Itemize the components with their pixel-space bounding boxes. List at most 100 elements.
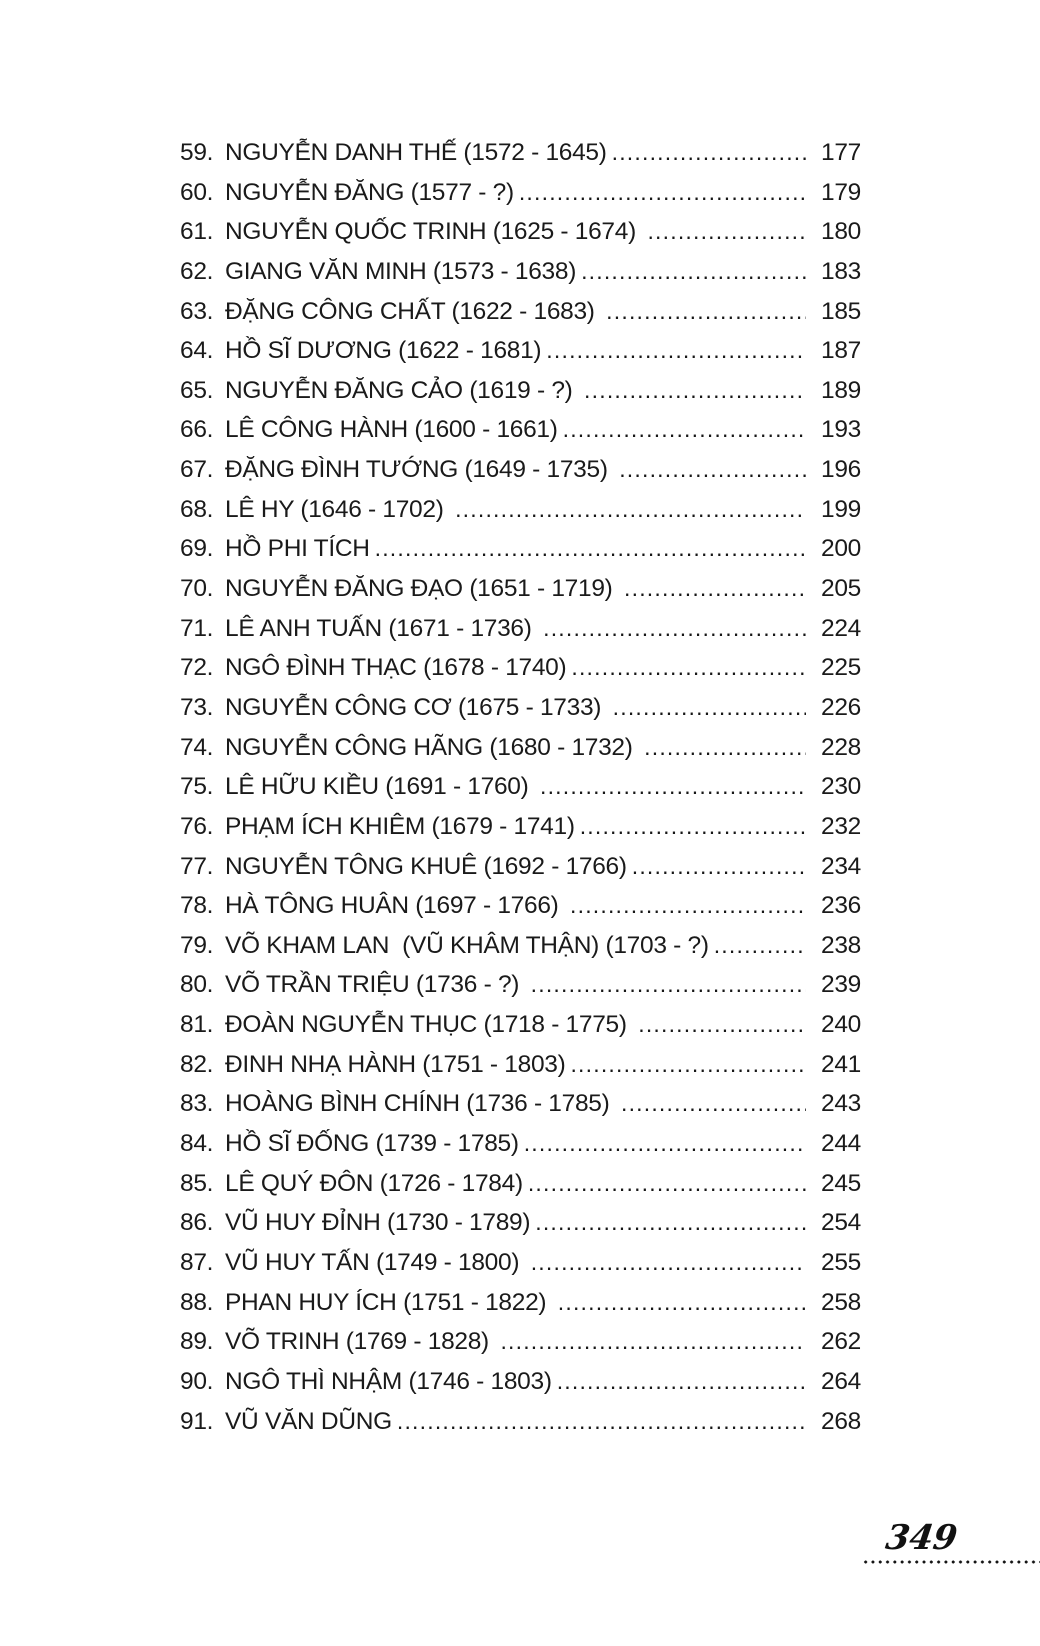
toc-entry: 68. LÊ HY (1646 - 1702) 199 [180, 490, 861, 530]
entry-title: NGUYỄN ĐĂNG (1577 - ?) [225, 178, 514, 206]
dot-leader [570, 886, 806, 926]
entry-number: 82. [180, 1050, 214, 1078]
entry-title: HỒ SĨ ĐỐNG (1739 - 1785) [225, 1130, 519, 1158]
entry-page-number: 187 [821, 337, 861, 365]
entry-title: NGUYỄN TÔNG KHUÊ (1692 - 1766) [225, 852, 627, 880]
entry-title: NGUYỄN DANH THẾ (1572 - 1645) [225, 139, 607, 166]
entry-title: HỒ SĨ DƯƠNG (1622 - 1681) [225, 337, 542, 365]
dot-leader [558, 1283, 806, 1323]
dot-leader [543, 609, 806, 649]
dot-leader [581, 252, 806, 292]
entry-number: 77. [180, 852, 214, 880]
toc-entry: 70. NGUYỄN ĐĂNG ĐẠO (1651 - 1719) 205 [180, 569, 861, 609]
entry-number: 62. [180, 257, 214, 285]
toc-entry: 83. HOÀNG BÌNH CHÍNH (1736 - 1785) 243 [180, 1084, 861, 1124]
entry-page-number: 262 [821, 1328, 861, 1356]
toc-entry: 79. VÕ KHAM LAN (VŨ KHÂM THẬN) (1703 - ?… [180, 926, 861, 966]
entry-page-number: 185 [821, 297, 861, 325]
entry-title: LÊ HỮU KIỀU (1691 - 1760) [225, 773, 535, 801]
toc-entry: 81. ĐOÀN NGUYỄN THỤC (1718 - 1775) 240 [180, 1005, 861, 1045]
entry-title: NGUYỄN ĐĂNG CẢO (1619 - ?) [225, 376, 580, 404]
entry-page-number: 193 [821, 416, 861, 444]
entry-page-number: 226 [821, 693, 861, 721]
entry-title: LÊ QUÝ ĐÔN (1726 - 1784) [225, 1169, 523, 1197]
entry-title: LÊ CÔNG HÀNH (1600 - 1661) [225, 416, 558, 444]
entry-page-number: 232 [821, 812, 861, 840]
toc-entry: 72. NGÔ ĐÌNH THẠC (1678 - 1740) 225 [180, 648, 861, 688]
entry-number: 80. [180, 971, 214, 999]
entry-title: PHẠM ÍCH KHIÊM (1679 - 1741) [225, 812, 575, 840]
entry-number: 61. [180, 218, 214, 246]
dot-leader [632, 847, 806, 887]
entry-number: 59. [180, 139, 214, 166]
entry-page-number: 243 [821, 1090, 861, 1118]
entry-number: 88. [180, 1288, 214, 1316]
entry-number: 79. [180, 931, 214, 959]
dot-leader [638, 1005, 806, 1045]
entry-page-number: 200 [821, 535, 861, 563]
entry-title: ĐOÀN NGUYỄN THỤC (1718 - 1775) [225, 1011, 634, 1039]
entry-title: VÕ TRINH (1769 - 1828) [225, 1328, 496, 1356]
entry-page-number: 241 [821, 1050, 861, 1078]
entry-number: 76. [180, 812, 214, 840]
entry-page-number: 234 [821, 852, 861, 880]
toc-entry: 74. NGUYỄN CÔNG HÃNG (1680 - 1732) 228 [180, 728, 861, 768]
entry-page-number: 255 [821, 1248, 861, 1276]
entry-title: VÕ KHAM LAN (VŨ KHÂM THẬN) (1703 - ?) [225, 931, 709, 959]
dot-leader [584, 371, 806, 411]
entry-number: 74. [180, 733, 214, 761]
toc-entry: 78. HÀ TÔNG HUÂN (1697 - 1766) 236 [180, 886, 861, 926]
entry-number: 64. [180, 337, 214, 365]
dot-leader [546, 331, 806, 371]
toc-entry: 69. HỒ PHI TÍCH 200 [180, 529, 861, 569]
dot-leader [624, 569, 806, 609]
table-of-contents: 59. NGUYỄN DANH THẾ (1572 - 1645) 177 60… [180, 133, 861, 1441]
entry-title: HÀ TÔNG HUÂN (1697 - 1766) [225, 892, 566, 920]
dot-leader [570, 1045, 806, 1085]
toc-entry: 89. VÕ TRINH (1769 - 1828) 262 [180, 1322, 861, 1362]
entry-page-number: 244 [821, 1130, 861, 1158]
dot-leader [519, 173, 806, 213]
entry-title: ĐẶNG ĐÌNH TƯỚNG (1649 - 1735) [225, 456, 615, 484]
dot-leader [528, 1164, 806, 1204]
dot-leader [397, 1402, 806, 1442]
entry-number: 81. [180, 1011, 214, 1039]
toc-entry: 77. NGUYỄN TÔNG KHUÊ (1692 - 1766) 234 [180, 847, 861, 887]
entry-number: 68. [180, 495, 214, 523]
entry-number: 91. [180, 1407, 214, 1435]
entry-number: 60. [180, 178, 214, 206]
entry-page-number: 239 [821, 971, 861, 999]
entry-number: 75. [180, 773, 214, 801]
toc-entry: 75. LÊ HỮU KIỀU (1691 - 1760) 230 [180, 767, 861, 807]
dot-leader [535, 1203, 806, 1243]
entry-title: VŨ HUY ĐỈNH (1730 - 1789) [225, 1209, 531, 1237]
entry-title: NGUYỄN ĐĂNG ĐẠO (1651 - 1719) [225, 575, 620, 603]
entry-title: VÕ TRẦN TRIỆU (1736 - ?) [225, 971, 526, 999]
entry-number: 70. [180, 575, 214, 603]
entry-number: 71. [180, 614, 214, 642]
toc-entry: 87. VŨ HUY TẤN (1749 - 1800) 255 [180, 1243, 861, 1283]
entry-number: 69. [180, 535, 214, 563]
entry-number: 84. [180, 1130, 214, 1158]
entry-page-number: 179 [821, 178, 861, 206]
toc-entry: 84. HỒ SĨ ĐỐNG (1739 - 1785) 244 [180, 1124, 861, 1164]
entry-page-number: 205 [821, 575, 861, 603]
entry-page-number: 228 [821, 733, 861, 761]
toc-entry: 76. PHẠM ÍCH KHIÊM (1679 - 1741) 232 [180, 807, 861, 847]
toc-entry: 62. GIANG VĂN MINH (1573 - 1638) 183 [180, 252, 861, 292]
dot-leader [612, 133, 806, 173]
dot-leader [500, 1322, 806, 1362]
entry-page-number: 199 [821, 495, 861, 523]
dot-leader [557, 1362, 806, 1402]
toc-entry: 86. VŨ HUY ĐỈNH (1730 - 1789) 254 [180, 1203, 861, 1243]
entry-page-number: 240 [821, 1011, 861, 1039]
toc-entry: 71. LÊ ANH TUẤN (1671 - 1736) 224 [180, 609, 861, 649]
entry-page-number: 264 [821, 1367, 861, 1395]
entry-page-number: 258 [821, 1288, 861, 1316]
dot-leader [375, 529, 806, 569]
entry-page-number: 189 [821, 376, 861, 404]
toc-entry: 63. ĐẶNG CÔNG CHẤT (1622 - 1683) 185 [180, 292, 861, 332]
entry-number: 85. [180, 1169, 214, 1197]
dot-leader [619, 450, 806, 490]
entry-title: PHAN HUY ÍCH (1751 - 1822) [225, 1288, 553, 1316]
